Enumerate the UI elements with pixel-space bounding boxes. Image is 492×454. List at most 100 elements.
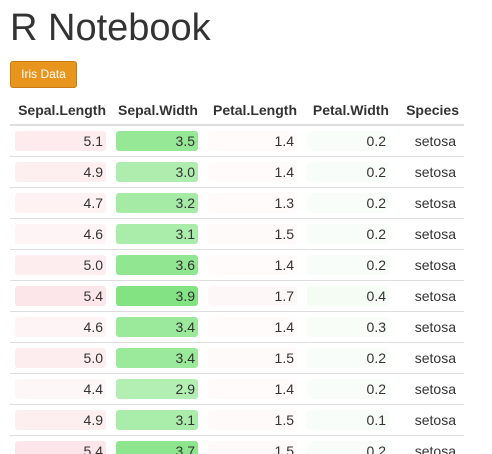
cell-sepal-width: 3.0 <box>111 156 203 188</box>
cell-value: 1.4 <box>208 162 297 182</box>
cell-petal-width: 0.2 <box>302 187 394 219</box>
cell-value: 2.9 <box>116 379 198 399</box>
cell-value: 3.5 <box>116 131 198 151</box>
cell-petal-length: 1.4 <box>203 124 302 157</box>
cell-value: 1.5 <box>208 348 297 368</box>
page-title: R Notebook <box>10 7 211 49</box>
cell-species: setosa <box>394 187 464 219</box>
table-row: 5.4 3.7 1.5 0.2 setosa <box>10 435 464 454</box>
table-row: 5.1 3.5 1.4 0.2 setosa <box>10 124 464 157</box>
cell-value: 5.0 <box>15 255 106 275</box>
cell-petal-length: 1.5 <box>203 218 302 250</box>
cell-petal-width: 0.2 <box>302 156 394 188</box>
table-row: 4.4 2.9 1.4 0.2 setosa <box>10 373 464 405</box>
cell-species: setosa <box>394 404 464 436</box>
cell-species: setosa <box>394 218 464 250</box>
cell-value: 3.9 <box>116 286 198 306</box>
cell-value: 0.2 <box>307 162 389 182</box>
cell-species: setosa <box>394 280 464 312</box>
cell-value: 3.1 <box>116 410 198 430</box>
cell-species: setosa <box>394 342 464 374</box>
cell-petal-width: 0.2 <box>302 124 394 157</box>
cell-species: setosa <box>394 124 464 157</box>
cell-value: 4.4 <box>15 379 106 399</box>
table-row: 5.4 3.9 1.7 0.4 setosa <box>10 280 464 312</box>
cell-sepal-length: 4.7 <box>10 187 111 219</box>
cell-value: 0.1 <box>307 410 389 430</box>
cell-petal-width: 0.1 <box>302 404 394 436</box>
cell-value: 0.2 <box>307 348 389 368</box>
cell-value: 4.9 <box>15 162 106 182</box>
cell-value: 0.2 <box>307 193 389 213</box>
cell-petal-width: 0.2 <box>302 218 394 250</box>
iris-data-button[interactable]: Iris Data <box>10 61 77 88</box>
cell-value: 3.0 <box>116 162 198 182</box>
cell-value: 5.0 <box>15 348 106 368</box>
cell-species: setosa <box>394 156 464 188</box>
cell-sepal-width: 3.2 <box>111 187 203 219</box>
cell-petal-width: 0.3 <box>302 311 394 343</box>
cell-sepal-width: 3.7 <box>111 435 203 454</box>
cell-value: 3.7 <box>116 441 198 454</box>
column-header-sepal-width[interactable]: Sepal.Width <box>111 96 203 126</box>
column-header-species[interactable]: Species <box>394 96 464 126</box>
cell-value: 1.4 <box>208 317 297 337</box>
cell-sepal-length: 5.4 <box>10 435 111 454</box>
cell-value: 4.6 <box>15 224 106 244</box>
table-row: 5.0 3.4 1.5 0.2 setosa <box>10 342 464 374</box>
table-row: 4.6 3.1 1.5 0.2 setosa <box>10 218 464 250</box>
cell-value: 4.7 <box>15 193 106 213</box>
cell-species: setosa <box>394 311 464 343</box>
cell-petal-length: 1.4 <box>203 373 302 405</box>
table-body: 5.1 3.5 1.4 0.2 setosa 4.9 3.0 1.4 0.2 setosa 4.7 3… <box>10 124 464 454</box>
cell-sepal-width: 3.5 <box>111 124 203 157</box>
cell-value: 1.5 <box>208 224 297 244</box>
cell-petal-length: 1.4 <box>203 311 302 343</box>
cell-petal-length: 1.7 <box>203 280 302 312</box>
cell-value: 0.3 <box>307 317 389 337</box>
cell-sepal-width: 2.9 <box>111 373 203 405</box>
cell-value: 1.7 <box>208 286 297 306</box>
cell-value: 4.6 <box>15 317 106 337</box>
cell-petal-length: 1.5 <box>203 435 302 454</box>
cell-value: 3.1 <box>116 224 198 244</box>
cell-sepal-width: 3.4 <box>111 342 203 374</box>
column-header-petal-length[interactable]: Petal.Length <box>203 96 302 126</box>
table-row: 4.7 3.2 1.3 0.2 setosa <box>10 187 464 219</box>
cell-value: 1.4 <box>208 379 297 399</box>
cell-sepal-width: 3.9 <box>111 280 203 312</box>
table-row: 4.6 3.4 1.4 0.3 setosa <box>10 311 464 343</box>
cell-petal-width: 0.4 <box>302 280 394 312</box>
cell-value: 3.4 <box>116 317 198 337</box>
cell-value: 0.4 <box>307 286 389 306</box>
cell-value: 0.2 <box>307 224 389 244</box>
cell-value: 3.2 <box>116 193 198 213</box>
cell-petal-length: 1.4 <box>203 249 302 281</box>
cell-petal-width: 0.2 <box>302 373 394 405</box>
cell-species: setosa <box>394 373 464 405</box>
cell-petal-length: 1.4 <box>203 156 302 188</box>
column-header-sepal-length[interactable]: Sepal.Length <box>10 96 111 126</box>
cell-petal-length: 1.3 <box>203 187 302 219</box>
cell-value: 5.1 <box>15 131 106 151</box>
cell-petal-length: 1.5 <box>203 404 302 436</box>
cell-sepal-width: 3.1 <box>111 218 203 250</box>
column-header-petal-width[interactable]: Petal.Width <box>302 96 394 126</box>
table-row: 5.0 3.6 1.4 0.2 setosa <box>10 249 464 281</box>
cell-petal-width: 0.2 <box>302 435 394 454</box>
cell-value: 1.5 <box>208 410 297 430</box>
cell-sepal-length: 4.6 <box>10 218 111 250</box>
cell-sepal-width: 3.6 <box>111 249 203 281</box>
cell-sepal-length: 5.0 <box>10 249 111 281</box>
cell-value: 0.2 <box>307 379 389 399</box>
cell-sepal-length: 5.0 <box>10 342 111 374</box>
cell-sepal-length: 4.6 <box>10 311 111 343</box>
cell-sepal-width: 3.4 <box>111 311 203 343</box>
cell-value: 1.3 <box>208 193 297 213</box>
cell-value: 0.2 <box>307 441 389 454</box>
cell-value: 3.4 <box>116 348 198 368</box>
cell-sepal-length: 5.4 <box>10 280 111 312</box>
cell-species: setosa <box>394 249 464 281</box>
cell-sepal-width: 3.1 <box>111 404 203 436</box>
